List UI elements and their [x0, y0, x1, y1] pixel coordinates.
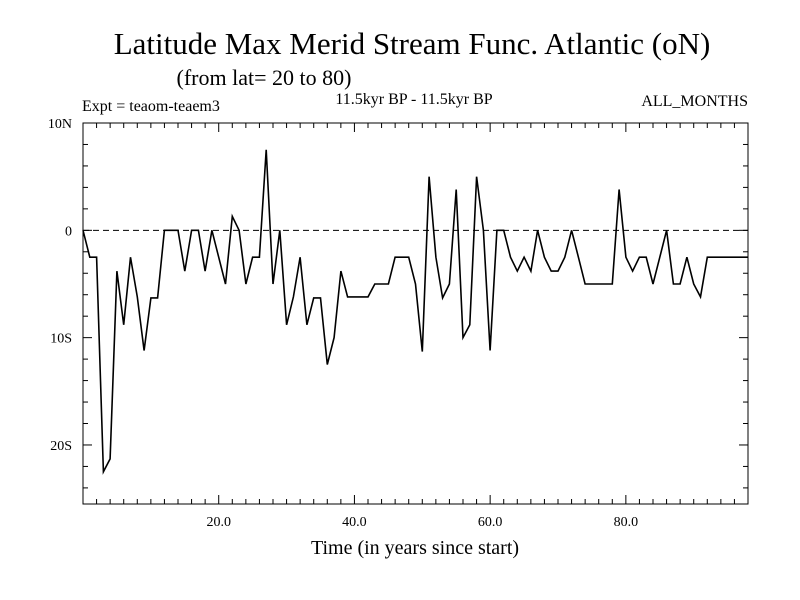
x-tick-label: 60.0 — [478, 515, 503, 530]
data-points — [82, 149, 749, 473]
chart-title: Latitude Max Merid Stream Func. Atlantic… — [114, 26, 711, 61]
y-tick-label: 10S — [50, 332, 72, 347]
x-tick-label: 20.0 — [206, 515, 231, 530]
y-tick-labels: 10N 0 10S 20S — [48, 117, 72, 454]
series-line — [82, 149, 748, 475]
experiment-label: Expt = teaom-teaem3 — [82, 98, 220, 115]
x-tick-labels: 20.0 40.0 60.0 80.0 — [206, 515, 638, 530]
minor-ticks — [83, 123, 748, 504]
x-axis-label: Time (in years since start) — [311, 537, 519, 559]
y-tick-label: 10N — [48, 117, 72, 132]
x-tick-label: 80.0 — [614, 515, 639, 530]
season-label: ALL_MONTHS — [641, 93, 748, 110]
chart-subtitle: (from lat= 20 to 80) — [177, 65, 352, 90]
y-tick-label: 0 — [65, 224, 72, 239]
x-tick-label: 40.0 — [342, 515, 367, 530]
period-label: 11.5kyr BP - 11.5kyr BP — [335, 91, 492, 108]
y-tick-label: 20S — [50, 439, 72, 454]
plot-frame — [82, 122, 749, 505]
